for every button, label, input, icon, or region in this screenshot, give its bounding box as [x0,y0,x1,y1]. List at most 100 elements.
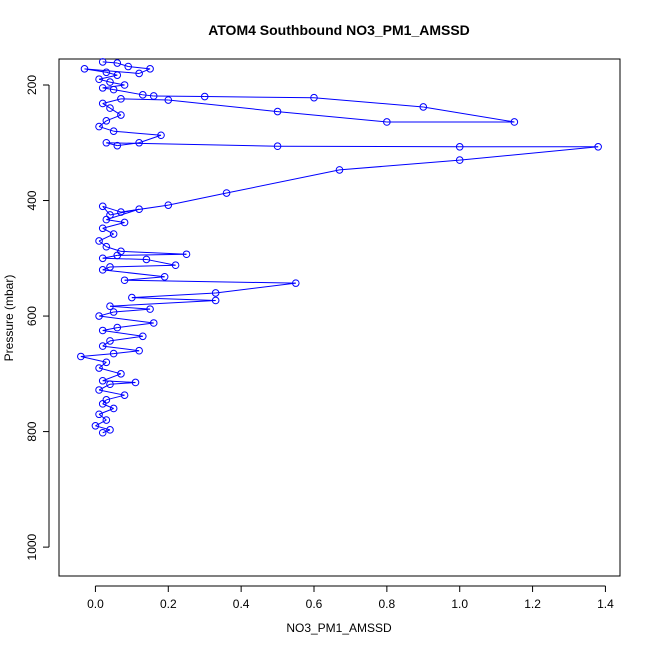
data-point [113,323,122,332]
y-tick-label: 400 [25,190,39,210]
series-segment [102,429,111,434]
x-tick-label: 0.6 [306,597,323,611]
series-segment [98,361,107,369]
series-segment [98,233,114,242]
data-point [131,378,140,387]
data-point [98,342,107,350]
data-point [113,251,122,260]
series-segment [277,145,460,148]
data-point [106,337,114,345]
data-point [200,92,209,101]
data-point [291,279,300,287]
x-tick-label: 1.0 [451,597,468,611]
series-segment [109,381,136,385]
data-point [102,117,111,125]
data-point [109,230,118,238]
series-segment [168,192,227,206]
series-segment [102,205,111,216]
data-point [109,127,118,136]
data-point [98,400,107,408]
data-point [95,122,103,131]
data-point [182,250,191,259]
data-point [98,376,107,385]
data-point [106,211,114,219]
y-axis-label: Pressure (mbar) [2,275,16,362]
data-point [98,99,107,108]
data-point [95,75,103,84]
series-segment [113,350,140,355]
series-segment [102,103,111,109]
data-point [98,58,107,66]
series-segment [106,142,278,147]
series-segment [102,330,143,337]
data-point [135,138,143,147]
series-segment [277,111,387,123]
series-segment [124,279,296,284]
data-point [98,428,107,437]
series-segment [98,120,107,127]
data-point [106,263,114,271]
data-point [95,410,103,419]
series-segment [106,114,122,122]
data-point [120,81,129,89]
series-segment [98,383,111,391]
data-point [95,386,103,394]
series-segment [102,61,118,64]
data-point [102,358,111,367]
x-tick-label: 1.4 [597,597,614,611]
y-tick-label: 800 [25,421,39,441]
series-segment [120,98,169,101]
data-point [117,208,125,216]
data-point [113,71,122,79]
data-point [98,224,107,233]
series-segment [102,266,111,271]
series-segment [153,95,205,98]
data-point [95,312,103,320]
series-segment [109,299,216,307]
series-segment [102,345,140,352]
series-segment [339,159,460,171]
series-segment [109,305,151,310]
series-segment [106,71,118,76]
series-segment [117,62,129,67]
data-point [117,111,125,119]
series-segment [131,292,216,299]
data-point [102,242,111,251]
data-point [102,416,111,424]
data-point [273,142,282,151]
data-point [146,65,154,73]
series-segment [313,97,424,108]
series-segment [117,253,187,256]
series-segment [109,107,122,116]
series-segment [102,403,114,409]
x-tick-label: 0.8 [379,597,396,611]
data-point [106,302,114,311]
data-point [310,93,318,102]
data-point [419,103,428,111]
data-point [135,346,143,355]
data-point [135,69,143,78]
series-segment [459,146,599,161]
x-tick-label: 0.4 [233,597,250,611]
series-segment [113,308,151,313]
data-point [164,96,173,104]
data-point [98,84,107,92]
series-segment [102,227,114,235]
data-point [171,261,180,270]
series-segment [98,413,107,421]
data-point [98,202,107,211]
y-axis: 200 400 600 800 1000 [25,75,50,560]
data-point [80,65,89,73]
series-segment [124,276,165,281]
data-point [113,141,122,150]
series-segment [109,335,143,342]
series-segment [102,257,147,260]
series-segment [138,134,162,144]
series-segment [102,327,118,331]
series-segment [98,311,114,317]
data-point [164,201,173,209]
series-segment [102,87,114,91]
x-axis: 0.0 0.2 0.4 0.6 0.8 1.0 1.2 1.4 [87,585,614,611]
data-point [335,166,344,174]
data-point [102,215,111,224]
